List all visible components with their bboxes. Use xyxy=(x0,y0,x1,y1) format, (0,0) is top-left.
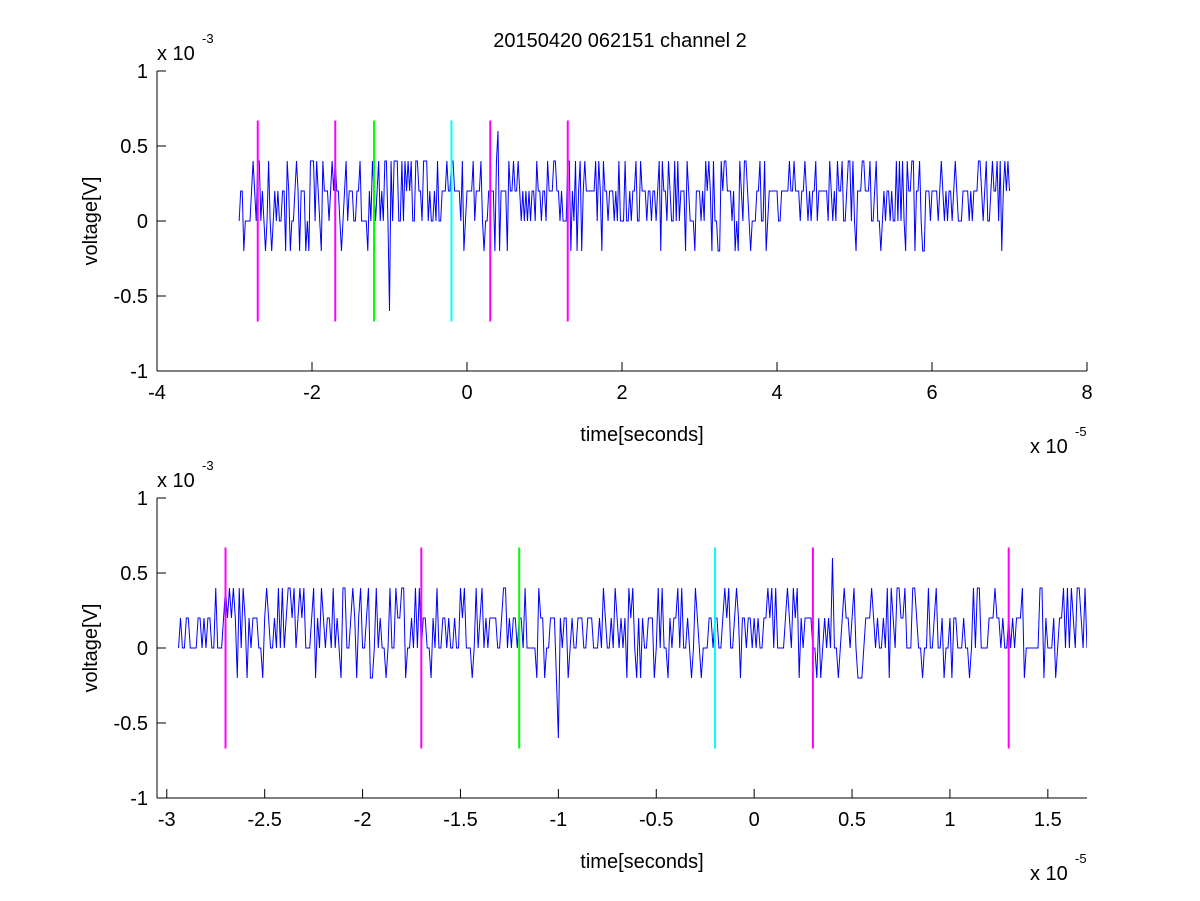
x-tick-label: -2.5 xyxy=(247,809,281,831)
x-tick-label: -0.5 xyxy=(639,809,673,831)
y-tick-label: 1 xyxy=(137,61,148,83)
x-tick-label: -1 xyxy=(549,809,567,831)
x-tick-label: 0 xyxy=(461,382,472,404)
x-tick-label: 0 xyxy=(749,809,760,831)
y-exponent-label: x 10 xyxy=(157,470,195,492)
y-tick-label: -0.5 xyxy=(114,713,148,735)
x-exponent-value: -5 xyxy=(1075,851,1087,866)
x-axis-label: time[seconds] xyxy=(580,851,703,873)
x-tick-label: 8 xyxy=(1081,382,1092,404)
x-axis-label: time[seconds] xyxy=(580,424,703,446)
y-axis-label: voltage[V] xyxy=(80,177,102,266)
x-tick-label: -4 xyxy=(148,382,166,404)
figure-title: 20150420 062151 channel 2 xyxy=(493,30,747,52)
y-axis-label: voltage[V] xyxy=(80,604,102,693)
x-tick-label: 2 xyxy=(616,382,627,404)
y-tick-label: 0 xyxy=(137,638,148,660)
y-tick-label: 0.5 xyxy=(120,563,148,585)
x-tick-label: -1.5 xyxy=(443,809,477,831)
plot-area xyxy=(238,120,1010,322)
y-tick-label: 0 xyxy=(137,211,148,233)
x-exponent-label: x 10 xyxy=(1030,863,1068,885)
y-exponent-label: x 10 xyxy=(157,43,195,65)
x-tick-label: -3 xyxy=(158,809,176,831)
y-exponent-value: -3 xyxy=(202,31,214,46)
y-exponent-value: -3 xyxy=(202,458,214,473)
x-tick-label: -2 xyxy=(354,809,372,831)
x-tick-label: 1 xyxy=(944,809,955,831)
y-tick-label: -1 xyxy=(130,788,148,810)
bottom-plot: -3 -2.5 -2 -1.5 -1 -0.5 0 0.5 1 1.5 -1 -0.5 0 0.5 1 tim… xyxy=(80,458,1087,885)
x-tick-label: 4 xyxy=(771,382,782,404)
x-tick-label: 1.5 xyxy=(1034,809,1062,831)
y-tick-label: -1 xyxy=(130,361,148,383)
y-tick-label: 0.5 xyxy=(120,136,148,158)
x-exponent-label: x 10 xyxy=(1030,436,1068,458)
plot-area xyxy=(178,547,1087,749)
top-plot: -4 -2 0 2 4 6 8 -1 -0.5 0 0.5 1 time[seconds] voltage… xyxy=(80,31,1093,458)
y-tick-label: -0.5 xyxy=(114,286,148,308)
x-tick-label: -2 xyxy=(303,382,321,404)
x-tick-label: 6 xyxy=(926,382,937,404)
x-exponent-value: -5 xyxy=(1075,424,1087,439)
x-tick-label: 0.5 xyxy=(838,809,866,831)
y-tick-label: 1 xyxy=(137,488,148,510)
voltage-trace-line xyxy=(178,557,1087,739)
voltage-trace-line xyxy=(238,130,1010,312)
